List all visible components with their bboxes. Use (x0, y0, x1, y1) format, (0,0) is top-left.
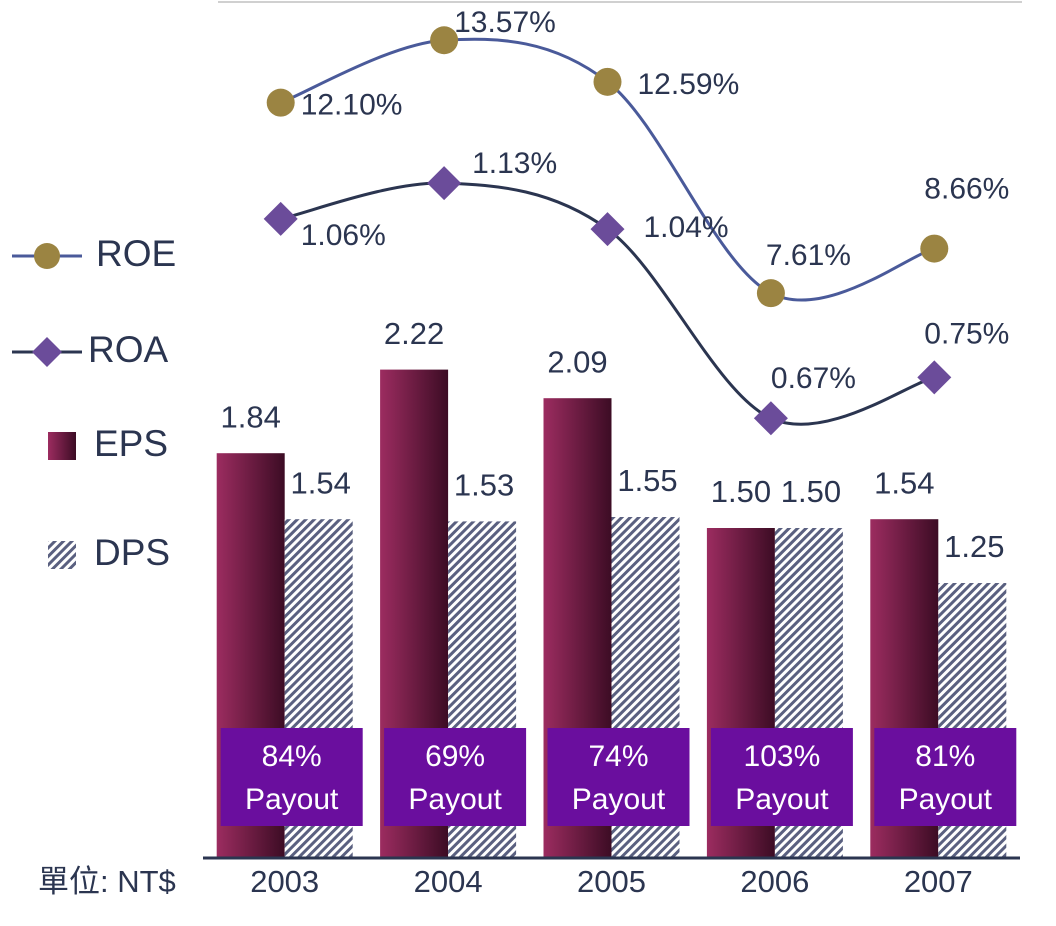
line-value-label: 1.04% (644, 211, 729, 244)
line-value-label: 1.06% (301, 219, 386, 252)
bar-value-label: 1.53 (454, 468, 514, 503)
payout-value: 69% (425, 740, 485, 773)
line-marker (920, 234, 949, 263)
legend-swatch (48, 432, 76, 460)
bar-value-label: 1.54 (874, 465, 934, 500)
line-marker (590, 212, 625, 247)
legend-item: ROA (12, 329, 169, 370)
unit-label: 單位: NT$ (38, 864, 176, 899)
line-value-label: 1.13% (472, 147, 557, 180)
payout-label: Payout (572, 783, 666, 816)
legend-marker (34, 243, 60, 269)
line-value-label: 13.57% (454, 6, 556, 39)
bar-value-label: 2.22 (384, 316, 444, 351)
payout-box (384, 728, 527, 826)
payout-label: Payout (735, 783, 829, 816)
line-marker (753, 401, 788, 436)
payout-label: Payout (245, 783, 339, 816)
legend-label: EPS (94, 423, 168, 464)
x-tick-label: 2003 (250, 864, 319, 899)
bar-value-label: 1.50 (781, 474, 841, 509)
legend-item: DPS (48, 532, 170, 573)
legend-swatch (48, 541, 76, 569)
payout-box (547, 728, 690, 826)
line-marker (427, 166, 462, 201)
payout-box (220, 728, 363, 826)
x-tick-label: 2007 (904, 864, 973, 899)
legend-marker (32, 337, 62, 367)
line-marker (430, 26, 459, 55)
bar-value-label: 1.50 (711, 474, 771, 509)
payout-value: 74% (588, 740, 648, 773)
line-value-label: 8.66% (924, 173, 1009, 206)
payout-label: Payout (899, 783, 993, 816)
payout-box (874, 728, 1017, 826)
legend-label: DPS (94, 532, 170, 573)
legend-item: EPS (48, 423, 168, 464)
payout-value: 103% (744, 740, 821, 773)
line-value-label: 12.10% (301, 89, 403, 122)
bar-value-label: 1.84 (221, 399, 281, 434)
x-tick-label: 2006 (740, 864, 809, 899)
line-marker (593, 67, 622, 96)
line-value-label: 0.67% (771, 362, 856, 395)
x-tick-label: 2004 (414, 864, 483, 899)
bar-value-label: 1.25 (944, 529, 1004, 564)
x-tick-label: 2005 (577, 864, 646, 899)
legend-label: ROE (96, 233, 176, 274)
bar-value-label: 2.09 (547, 344, 607, 379)
legend-label: ROA (88, 329, 169, 370)
line-marker (917, 360, 952, 395)
bar-value-label: 1.54 (291, 465, 351, 500)
payout-value: 84% (262, 740, 322, 773)
line-value-label: 0.75% (924, 317, 1009, 350)
legend-item: ROE (12, 233, 176, 274)
line-marker (756, 279, 785, 308)
line-marker (263, 201, 298, 236)
line-value-label: 7.61% (766, 239, 851, 272)
line-marker (266, 88, 295, 117)
payout-box (710, 728, 853, 826)
line-value-label: 12.59% (638, 68, 740, 101)
payout-value: 81% (915, 740, 975, 773)
bar-value-label: 1.55 (617, 463, 677, 498)
payout-label: Payout (408, 783, 502, 816)
